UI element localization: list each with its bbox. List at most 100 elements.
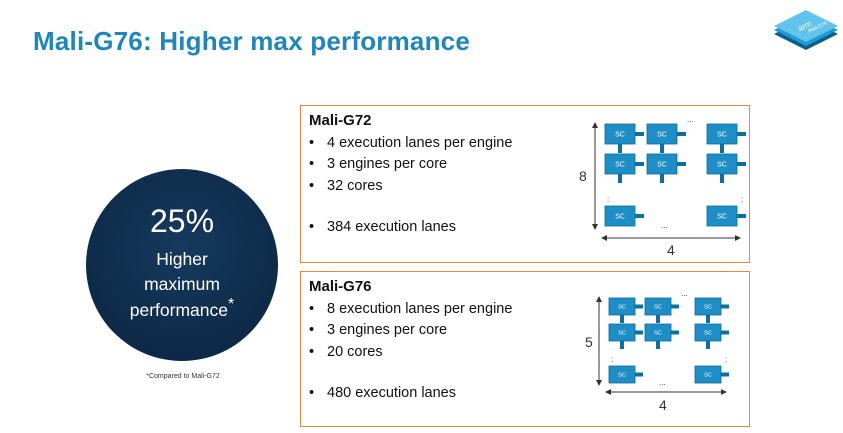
core-label: SC: [654, 330, 662, 336]
panel-mali-g76: Mali-G76 • 8 execution lanes per engine •…: [300, 271, 750, 427]
core-connector: [635, 372, 643, 377]
core-label: SC: [704, 330, 712, 336]
core-connector: [737, 162, 746, 166]
bullet-icon: •: [309, 156, 315, 172]
rows-label: 8: [579, 168, 587, 184]
bullet-item: • 384 execution lanes: [309, 219, 456, 235]
bullet-text: 20 cores: [327, 344, 383, 360]
asterisk: *: [228, 296, 235, 313]
circle-line-1: Higher: [156, 249, 208, 269]
ellipsis-vertical: :: [607, 195, 609, 204]
bullet-item: • 4 execution lanes per engine: [309, 135, 512, 151]
shader-core-block: [706, 153, 738, 175]
core-connector: [721, 330, 729, 335]
shader-core-block: [608, 297, 636, 316]
bullet-item: • 20 cores: [309, 344, 383, 360]
core-label: SC: [615, 131, 625, 138]
core-connector: [721, 304, 729, 309]
core-label: SC: [704, 304, 712, 310]
shader-core-block: [706, 205, 738, 227]
core-label: SC: [615, 161, 625, 168]
performance-circle: 25% Higher maximum performance*: [86, 169, 278, 361]
core-connector: [635, 162, 644, 166]
core-connector: [620, 315, 624, 323]
shader-core-block: [646, 153, 678, 175]
ellipsis-vertical: :: [741, 195, 743, 204]
core-connector: [618, 144, 622, 153]
shader-core-block: [604, 205, 636, 227]
circle-line-3: performance*: [86, 296, 278, 321]
core-label: SC: [618, 372, 626, 378]
core-label: SC: [618, 304, 626, 310]
cols-label: 4: [659, 397, 667, 413]
core-connector: [737, 214, 746, 218]
core-connector: [635, 214, 644, 218]
percent-value: 25%: [149, 203, 215, 239]
bullet-item: • 32 cores: [309, 178, 383, 194]
core-label: SC: [615, 213, 625, 220]
core-connector: [635, 132, 644, 136]
circle-line-3-text: performance: [129, 300, 228, 320]
shader-core-block: [604, 153, 636, 175]
core-connector: [706, 341, 710, 349]
bullet-item: • 3 engines per core: [309, 322, 447, 338]
panel-mali-g72: Mali-G72 • 4 execution lanes per engine •…: [300, 105, 750, 263]
core-connector: [677, 132, 686, 136]
panel-title: Mali-G72: [309, 112, 372, 129]
bullet-icon: •: [309, 322, 315, 338]
bullet-text: 3 engines per core: [327, 156, 448, 172]
core-connector: [671, 304, 679, 309]
core-connector: [618, 174, 622, 183]
core-label: SC: [657, 131, 667, 138]
core-label: SC: [654, 304, 662, 310]
core-label: SC: [704, 372, 712, 378]
bullet-text: 384 execution lanes: [327, 219, 456, 235]
bullet-icon: •: [309, 385, 315, 401]
bullet-item: • 3 engines per core: [309, 156, 447, 172]
core-label: SC: [618, 330, 626, 336]
bullet-text: 480 execution lanes: [327, 385, 456, 401]
core-connector: [737, 132, 746, 136]
bullet-item: • 480 execution lanes: [309, 385, 456, 401]
shader-core-block: [604, 123, 636, 145]
ellipsis: ...: [687, 116, 694, 124]
cols-label: 4: [667, 242, 675, 258]
shader-core-block: [608, 365, 636, 384]
core-connector: [706, 315, 710, 323]
ellipsis-vertical: :: [611, 355, 613, 364]
core-connector: [656, 315, 660, 323]
shader-core-block: [644, 323, 672, 342]
shader-core-block: [644, 297, 672, 316]
footnote: *Compared to Mali-G72: [146, 373, 220, 380]
ellipsis: ...: [661, 221, 668, 230]
core-connector: [620, 341, 624, 349]
bullet-text: 3 engines per core: [327, 322, 448, 338]
ellipsis-vertical: :: [725, 355, 727, 364]
core-label: SC: [657, 161, 667, 168]
bullet-item: • 8 execution lanes per engine: [309, 301, 512, 317]
shader-core-block: [608, 323, 636, 342]
core-connector: [656, 341, 660, 349]
bullet-icon: •: [309, 178, 315, 194]
panel-title: Mali-G76: [309, 278, 372, 295]
core-label: SC: [717, 131, 727, 138]
shader-core-block: [694, 297, 722, 316]
arm-logo: arm Mali-G76: [774, 10, 838, 50]
ellipsis: ...: [681, 292, 688, 298]
bullet-icon: •: [309, 219, 315, 235]
shader-core-block: [706, 123, 738, 145]
core-connector: [660, 144, 664, 153]
bullet-text: 4 execution lanes per engine: [327, 135, 513, 151]
bullet-text: 8 execution lanes per engine: [327, 301, 513, 317]
core-connector: [721, 372, 729, 377]
core-connector: [720, 174, 724, 183]
core-connector: [720, 144, 724, 153]
ellipsis: ...: [659, 378, 666, 387]
core-connector: [635, 304, 643, 309]
core-connector: [635, 330, 643, 335]
core-connector: [671, 330, 679, 335]
shader-core-block: [694, 365, 722, 384]
slide-title: Mali-G76: Higher max performance: [33, 26, 470, 56]
